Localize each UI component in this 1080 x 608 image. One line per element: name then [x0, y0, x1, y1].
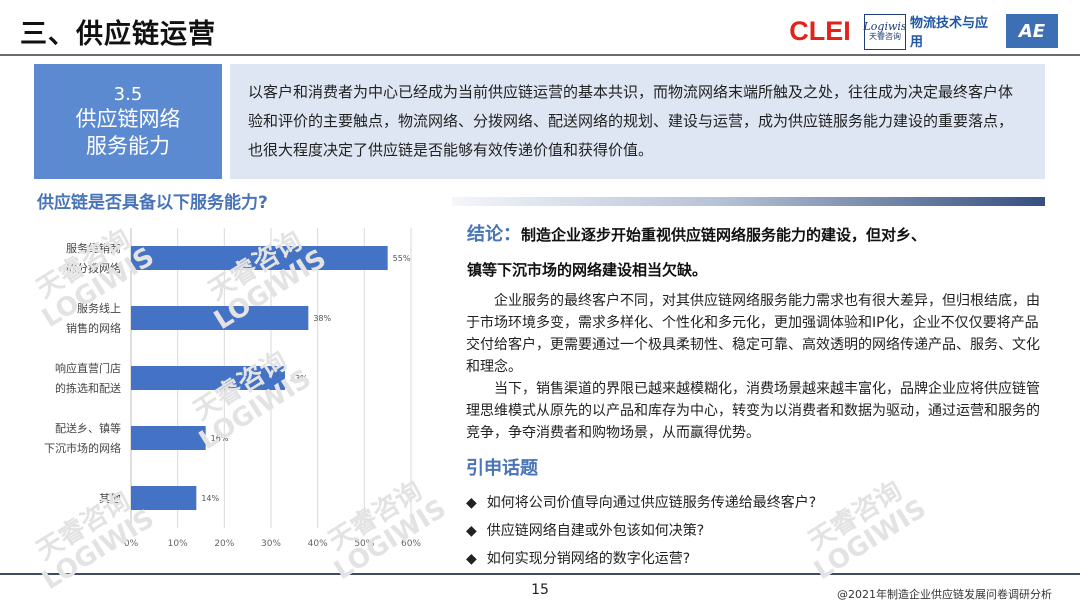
logiwis-logo-text: Logiwis — [863, 20, 907, 33]
conclusion-line2: 镇等下沉市场的网络建设相当欠缺。 — [467, 261, 708, 279]
x-tick-label: 30% — [261, 539, 281, 549]
watermark: 天睿咨询 LOGIWIS — [795, 471, 932, 586]
bar — [131, 246, 388, 270]
conclusion-line1: 制造企业逐步开始重视供应链网络服务能力的建设，但对乡、 — [521, 226, 927, 244]
x-tick-label: 20% — [214, 539, 234, 549]
data-label: 33% — [290, 374, 308, 383]
category-label: 下沉市场的网络 — [44, 441, 121, 455]
topic-text: 如何将公司价值导向通过供应链服务传递给最终客户? — [486, 495, 817, 511]
diamond-bullet-icon: ◆ — [466, 551, 477, 567]
diamond-bullet-icon: ◆ — [466, 495, 477, 511]
section-number: 3.5 — [113, 83, 143, 105]
section-title-line1: 供应链网络 — [75, 106, 181, 131]
category-label: 销售的网络 — [66, 321, 121, 335]
clei-logo: CLEI — [789, 15, 851, 46]
section-divider-bar — [452, 197, 1045, 206]
topic-item: ◆ 如何将公司价值导向通过供应链服务传递给最终客户? — [466, 492, 816, 512]
body-paragraph-1: 企业服务的最终客户不同，对其供应链网络服务能力需求也有很大差异，但归根结底，由于… — [466, 293, 1040, 375]
category-label: 配送乡、镇等 — [55, 421, 121, 435]
category-label: 服务线上 — [77, 301, 121, 315]
conclusion-label: 结论： — [467, 224, 521, 245]
intro-text: 以客户和消费者为中心已经成为当前供应链运营的基本共识，而物流网络末端所触及之处，… — [230, 64, 1045, 179]
category-label: 的拣选和配送 — [55, 381, 121, 395]
section-title-line2: 服务能力 — [86, 133, 170, 158]
logiwis-logo: Logiwis 天睿咨询 — [863, 14, 907, 50]
watermark-line2: LOGIWIS — [809, 493, 932, 586]
data-label: 55% — [393, 254, 411, 263]
bar — [131, 426, 206, 450]
category-label: 服务经销商 — [66, 241, 121, 255]
data-label: 38% — [313, 314, 331, 323]
category-label: 响应直营门店 — [55, 361, 121, 375]
ae-logo: AE — [1006, 14, 1058, 48]
section-badge: 3.5 供应链网络 服务能力 — [34, 64, 222, 179]
data-label: 16% — [211, 434, 229, 443]
page-number: 15 — [531, 582, 549, 598]
body-paragraph-2: 当下，销售渠道的界限已越来越模糊化，消费场景越来越丰富化，品牌企业应将供应链管理… — [466, 381, 1040, 441]
bar — [131, 306, 309, 330]
footer-divider — [0, 573, 1080, 575]
diamond-bullet-icon: ◆ — [466, 523, 477, 539]
category-label: 的分拨网络 — [66, 261, 121, 275]
x-tick-label: 60% — [401, 539, 421, 549]
source-note: @2021年制造企业供应链发展问卷调研分析 — [837, 588, 1052, 601]
chart-title: 供应链是否具备以下服务能力? — [37, 193, 268, 213]
topics-title: 引申话题 — [466, 458, 538, 479]
wuliu-logo: 物流技术与应用 — [910, 16, 989, 50]
header-divider — [0, 54, 1080, 56]
x-tick-label: 50% — [354, 539, 374, 549]
conclusion: 结论：制造企业逐步开始重视供应链网络服务能力的建设，但对乡、 镇等下沉市场的网络… — [467, 217, 1047, 288]
logiwis-logo-subtext: 天睿咨询 — [869, 32, 901, 41]
x-tick-label: 0% — [124, 539, 139, 549]
watermark-line1: 天睿咨询 — [803, 475, 908, 557]
x-tick-label: 40% — [308, 539, 328, 549]
bar — [131, 486, 197, 510]
data-label: 14% — [201, 494, 219, 503]
bar — [131, 366, 285, 390]
topic-item: ◆ 如何实现分销网络的数字化运营? — [466, 548, 690, 568]
topic-item: ◆ 供应链网络自建或外包该如何决策? — [466, 520, 704, 540]
category-label: 其他 — [99, 492, 121, 505]
topic-text: 如何实现分销网络的数字化运营? — [486, 551, 691, 567]
page-title: 三、供应链运营 — [20, 19, 216, 50]
x-tick-label: 10% — [168, 539, 188, 549]
topic-text: 供应链网络自建或外包该如何决策? — [486, 523, 705, 539]
